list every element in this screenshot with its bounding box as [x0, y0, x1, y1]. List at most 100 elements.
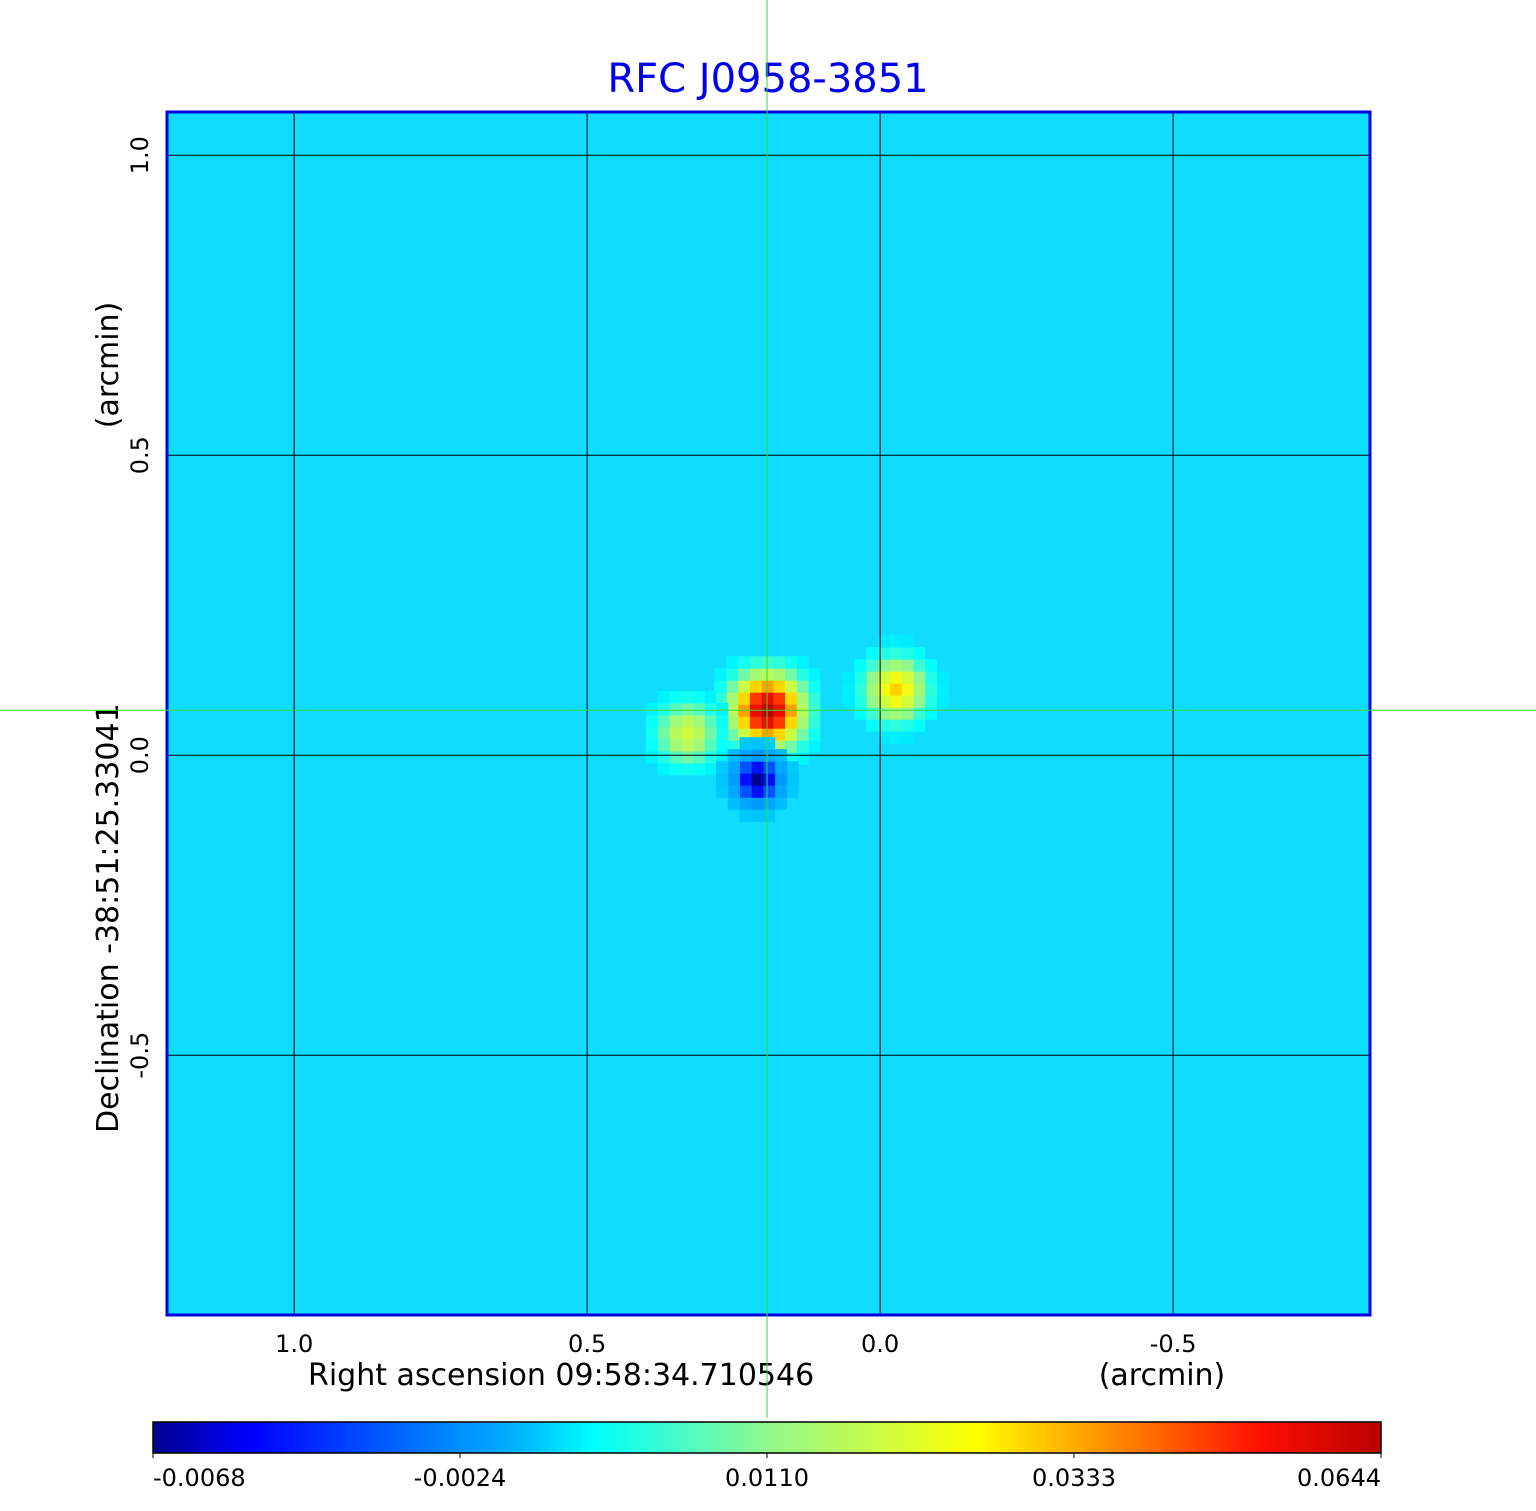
- image-pixel: [716, 739, 729, 752]
- image-pixel: [716, 727, 729, 740]
- image-pixel: [774, 797, 787, 810]
- image-pixel: [912, 683, 926, 696]
- image-pixel: [796, 728, 809, 741]
- image-pixel: [924, 695, 937, 708]
- image-pixel: [889, 671, 902, 684]
- image-pixel: [762, 737, 776, 750]
- colorbar-tick-label: 0.0644: [1297, 1464, 1381, 1492]
- image-pixel: [751, 761, 764, 774]
- image-pixel: [751, 809, 764, 822]
- image-pixel: [924, 683, 937, 696]
- image-pixel: [936, 695, 949, 708]
- image-pixel: [751, 773, 764, 786]
- image-pixel: [762, 797, 776, 810]
- image-pixel: [716, 751, 729, 764]
- image-pixel: [727, 773, 740, 786]
- y-tick-label: 0.0: [126, 736, 154, 774]
- image-pixel: [692, 763, 705, 776]
- image-pixel: [669, 727, 682, 740]
- image-pixel: [866, 647, 879, 660]
- image-pixel: [692, 691, 705, 704]
- colorbar-ticks: -0.0068 -0.0024 0.0110 0.0333 0.0644: [152, 1453, 1382, 1492]
- image-pixel: [749, 716, 762, 729]
- image-pixel: [716, 761, 729, 774]
- image-pixel: [680, 691, 694, 704]
- image-pixel: [716, 773, 729, 786]
- image-pixel: [889, 707, 902, 720]
- image-pixel: [726, 716, 739, 729]
- image-pixel: [936, 671, 949, 684]
- image-pixel: [772, 728, 786, 741]
- image-pixel: [704, 715, 717, 728]
- image-pixel: [889, 647, 902, 660]
- image-pixel: [749, 656, 762, 669]
- x-axis-unit: (arcmin): [1099, 1358, 1226, 1393]
- y-tick-label: -0.5: [126, 1032, 154, 1079]
- colorbar-tick-label: -0.0068: [153, 1464, 246, 1492]
- image-pixel: [669, 715, 682, 728]
- image-pixel: [854, 671, 867, 684]
- image-pixel: [912, 707, 926, 720]
- image-pixel: [669, 763, 682, 776]
- image-pixel: [877, 671, 891, 684]
- image-pixel: [751, 785, 764, 798]
- image-pixel: [912, 719, 926, 732]
- image-pixel: [680, 715, 694, 728]
- image-pixel: [866, 719, 879, 732]
- x-tick-label: 1.0: [275, 1330, 313, 1358]
- image-pixel: [737, 656, 750, 669]
- image-pixel: [762, 773, 776, 786]
- image-pixel: [866, 683, 879, 696]
- image-pixel: [901, 719, 914, 732]
- image-pixel: [936, 683, 949, 696]
- image-pixel: [808, 692, 821, 705]
- y-tick-label: 1.0: [126, 136, 154, 174]
- image-pixel: [669, 739, 682, 752]
- image-pixel: [739, 761, 752, 774]
- image-pixel: [901, 659, 914, 672]
- image-pixel: [657, 739, 670, 752]
- image-pixel: [749, 680, 762, 693]
- image-pixel: [808, 740, 821, 753]
- image-pixel: [657, 691, 670, 704]
- image-pixel: [714, 680, 727, 693]
- image-pixel: [889, 683, 902, 696]
- image-pixel: [716, 785, 729, 798]
- image-pixel: [772, 656, 786, 669]
- image-pixel: [912, 659, 926, 672]
- image-pixel: [704, 691, 717, 704]
- image-pixel: [716, 715, 729, 728]
- image-pixel: [808, 680, 821, 693]
- image-pixel: [842, 671, 855, 684]
- image-pixel: [726, 680, 739, 693]
- image-pixel: [786, 773, 799, 786]
- image-pixel: [866, 659, 879, 672]
- image-pixel: [796, 668, 809, 681]
- image-pixel: [774, 785, 787, 798]
- image-pixel: [726, 668, 739, 681]
- image-pixel: [772, 668, 786, 681]
- image-pixel: [784, 716, 797, 729]
- image-pixel: [784, 740, 797, 753]
- image-pixel: [901, 635, 914, 648]
- image-pixel: [901, 647, 914, 660]
- image-pixel: [680, 751, 694, 764]
- image-pixel: [692, 715, 705, 728]
- image-pixel: [704, 751, 717, 764]
- image-pixel: [737, 716, 750, 729]
- image-pixel: [796, 692, 809, 705]
- x-tick-label: 0.0: [861, 1330, 899, 1358]
- image-pixel: [842, 683, 855, 696]
- image-pixel: [877, 659, 891, 672]
- image-pixel: [901, 695, 914, 708]
- image-pixel: [796, 740, 809, 753]
- image-pixel: [727, 797, 740, 810]
- image-pixel: [704, 739, 717, 752]
- image-pixel: [912, 671, 926, 684]
- image-pixel: [714, 668, 727, 681]
- image-pixel: [796, 680, 809, 693]
- image-pixel: [786, 761, 799, 774]
- image-pixel: [877, 635, 891, 648]
- image-pixel: [877, 695, 891, 708]
- image-pixel: [645, 727, 658, 740]
